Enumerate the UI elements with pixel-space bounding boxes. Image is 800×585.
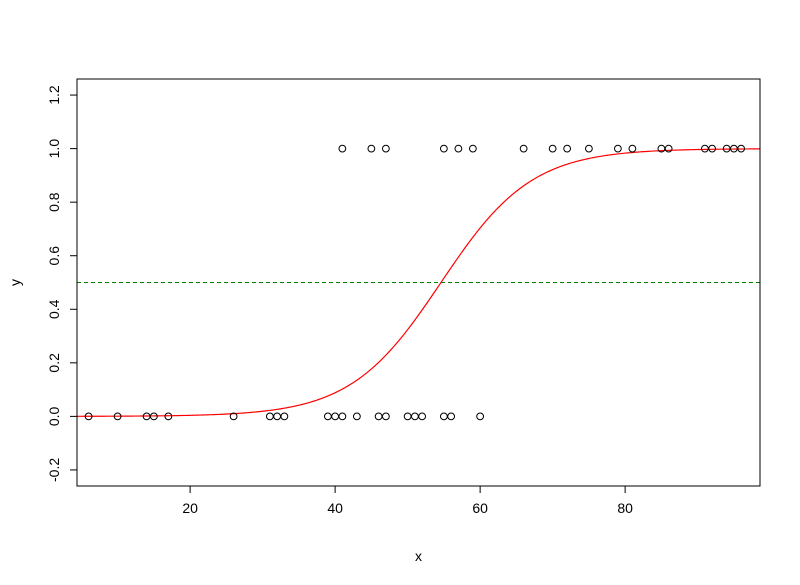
x-axis-label: x [415,548,422,564]
data-point [439,144,448,153]
data-points-layer [84,144,746,421]
data-point [352,412,361,421]
data-point [410,412,419,421]
data-point [584,144,593,153]
data-point [628,144,637,153]
data-point [700,144,709,153]
data-point [113,412,122,421]
data-point [418,412,427,421]
data-point [737,144,746,153]
data-point [454,144,463,153]
x-tick-label: 40 [327,500,343,516]
x-tick-label: 20 [182,500,198,516]
data-point [708,144,717,153]
data-point [519,144,528,153]
plot-frame [76,78,761,487]
data-point [381,412,390,421]
data-point [280,412,289,421]
data-point [338,144,347,153]
data-point [381,144,390,153]
y-tick-label: 1.2 [46,85,62,105]
y-tick-label: 0.2 [46,353,62,373]
data-point [664,144,673,153]
data-point [468,144,477,153]
data-point [548,144,557,153]
fitted-curve [77,148,761,417]
y-axis-label: y [7,279,23,286]
data-point [439,412,448,421]
data-point [229,412,238,421]
y-tick-label: -0.2 [46,458,62,482]
y-tick-label: 0.4 [46,299,62,319]
data-point [447,412,456,421]
data-point [613,144,622,153]
y-axis: -0.2 0.0 0.2 0.4 0.6 0.8 1.0 1.2 [46,85,77,482]
y-tick-label: 1.0 [46,139,62,159]
y-tick-label: 0.8 [46,192,62,212]
data-point [367,144,376,153]
fitted-curve-layer [77,148,761,417]
data-point [164,412,173,421]
x-tick-label: 80 [617,500,633,516]
data-point [331,412,340,421]
data-point [149,412,158,421]
x-axis: 20 40 60 80 [182,486,633,516]
data-point [265,412,274,421]
data-point [476,412,485,421]
data-point [374,412,383,421]
data-point [273,412,282,421]
x-tick-label: 60 [472,500,488,516]
y-tick-label: 0.6 [46,246,62,266]
data-point [403,412,412,421]
data-point [323,412,332,421]
data-point [84,412,93,421]
y-tick-label: 0.0 [46,406,62,426]
data-point [563,144,572,153]
data-point [338,412,347,421]
